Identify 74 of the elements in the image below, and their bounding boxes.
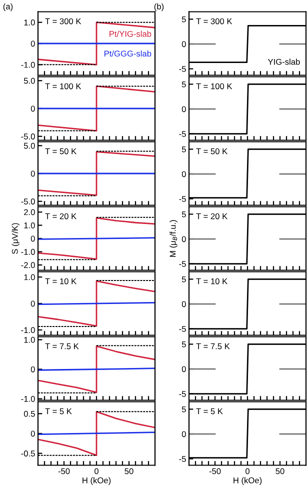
- y-tick-label: 0: [182, 236, 186, 242]
- y-tick-label: -5: [179, 131, 186, 137]
- x-tick-label: -50: [58, 468, 70, 474]
- annotation: T = 100 K: [45, 83, 82, 90]
- y-tick-label: 0: [30, 236, 35, 242]
- y-tick-label: 0: [30, 430, 35, 437]
- y-tick-label: -0.5: [21, 450, 35, 456]
- y-tick-label: 0: [30, 40, 35, 47]
- y-tick-label: 1.0: [24, 222, 35, 228]
- y-tick-label: 5.0: [24, 142, 35, 149]
- y-tick-label: 0: [182, 171, 186, 178]
- y-tick-label: -1.0: [21, 396, 35, 402]
- annotation: T = 50 K: [196, 148, 228, 154]
- series-label: Pt/GGG-slab: [104, 50, 152, 57]
- y-tick-label: 1.0: [24, 336, 35, 343]
- x-tick-label: -50: [209, 468, 221, 474]
- annotation: T = 7.5 K: [196, 343, 230, 350]
- y-axis-title: S (μV/K): [12, 223, 20, 254]
- y-tick-label: 0: [182, 301, 186, 308]
- y-tick-label: -5: [179, 261, 186, 267]
- y-tick-label: 0: [30, 366, 35, 372]
- annotation: T = 20 K: [45, 213, 77, 220]
- annotation: T = 300 K: [45, 18, 82, 24]
- y-tick-label: 5: [182, 406, 186, 412]
- annotation: T = 20 K: [196, 213, 228, 220]
- y-tick-label: 5.0: [24, 78, 35, 84]
- x-tick-label: 50: [276, 468, 284, 474]
- x-axis-title: H (kOe): [234, 477, 262, 485]
- y-tick-label: 0.5: [24, 410, 35, 417]
- annotation: YIG-slab: [268, 58, 300, 65]
- y-tick-label: 0: [182, 431, 186, 438]
- y-tick-label: -1.0: [21, 327, 35, 334]
- annotation: T = 5 K: [45, 408, 72, 414]
- annotation: T = 7.5 K: [45, 343, 79, 350]
- x-axis-title: H (kOe): [82, 477, 111, 485]
- x-tick-label: 0: [94, 468, 98, 474]
- series-label: Pt/YIG-slab: [110, 30, 152, 37]
- y-tick-label: -1.0: [21, 62, 35, 68]
- y-tick-label: 5: [182, 341, 186, 348]
- annotation: T = 50 K: [45, 148, 77, 154]
- y-tick-label: 5: [182, 16, 186, 22]
- y-tick-label: 0: [182, 106, 186, 112]
- y-tick-label: 5: [182, 211, 186, 218]
- y-tick-label: 0: [182, 41, 186, 48]
- chart-title: (a): [3, 3, 13, 12]
- y-tick-label: -5.0: [21, 134, 35, 140]
- y-tick-label: 0: [30, 106, 35, 112]
- y-tick-label: 5: [182, 146, 186, 152]
- y-tick-label: 1.0: [24, 20, 35, 26]
- y-tick-label: 5: [182, 81, 186, 88]
- y-tick-label: 0: [182, 366, 186, 372]
- y-tick-label: 1.0: [24, 274, 35, 280]
- annotation: T = 5 K: [196, 408, 223, 414]
- y-tick-label: -5: [179, 196, 186, 202]
- y-tick-label: 0: [30, 170, 35, 177]
- x-tick-label: 0: [246, 468, 250, 474]
- y-tick-label: -5: [179, 391, 186, 397]
- y-tick-label: 5: [182, 276, 186, 282]
- y-axis-title: M (μ$_{B}$/f.u.): [170, 220, 178, 257]
- annotation: T = 300 K: [196, 18, 232, 24]
- y-tick-label: -5: [179, 456, 186, 462]
- y-tick-label: -5: [179, 326, 186, 332]
- y-tick-label: -1.0: [21, 248, 35, 255]
- y-tick-label: 2.0: [24, 209, 35, 216]
- annotation: T = 10 K: [196, 278, 228, 284]
- y-tick-label: -5: [179, 66, 186, 72]
- y-tick-label: -2.0: [21, 262, 35, 268]
- annotation: T = 100 K: [196, 83, 232, 90]
- x-tick-label: 50: [124, 468, 134, 474]
- chart-title: (b): [154, 3, 164, 12]
- y-tick-label: 0: [30, 300, 35, 307]
- y-tick-label: -5.0: [21, 198, 35, 204]
- line-series: [38, 280, 155, 327]
- annotation: T = 10 K: [45, 278, 77, 284]
